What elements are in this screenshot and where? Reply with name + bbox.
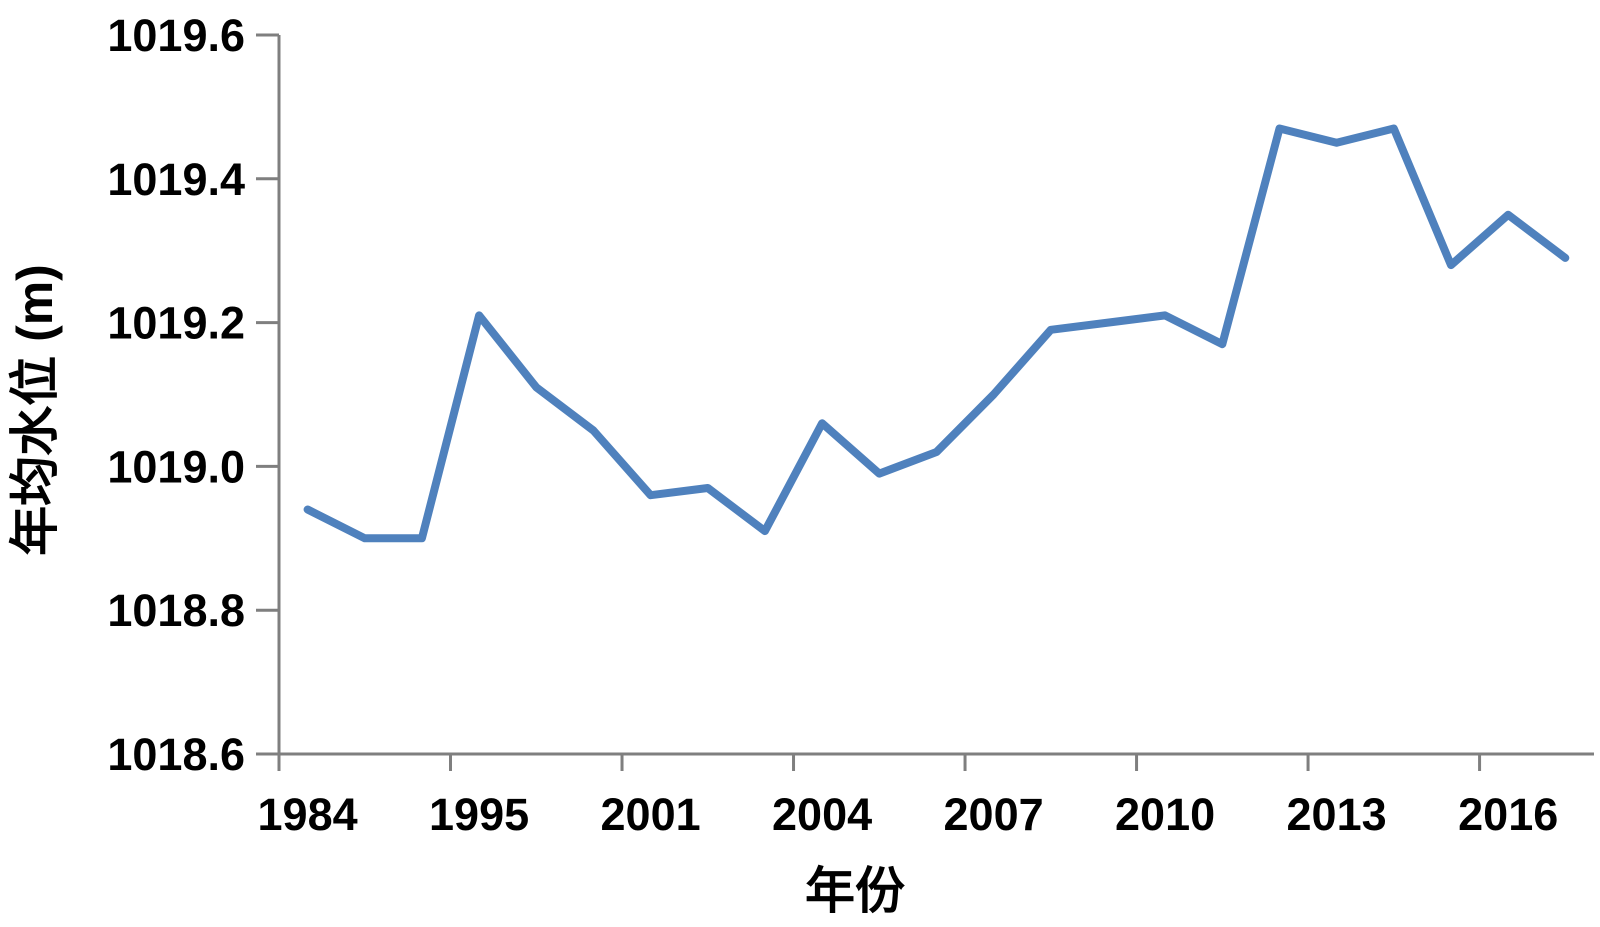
y-tick-label: 1018.6: [107, 729, 245, 780]
y-tick-label: 1019.4: [107, 154, 245, 205]
y-tick-label: 1018.8: [107, 585, 245, 636]
x-tick-label: 2007: [944, 789, 1044, 840]
x-tick-label: 1984: [258, 789, 358, 840]
data-line: [303, 124, 1570, 543]
x-tick-label: 2013: [1287, 789, 1387, 840]
y-tick-label: 1019.2: [107, 298, 245, 349]
x-tick-label: 2001: [601, 789, 701, 840]
x-tick-label: 2010: [1115, 789, 1215, 840]
x-tick-label: 1995: [429, 789, 529, 840]
plot-area: 1018.6 1018.8 1019.0 1019.2 1019.4 1019.6 1984…: [107, 10, 1594, 840]
y-tick-label: 1019.0: [107, 441, 245, 492]
y-tick-label: 1019.6: [107, 10, 245, 61]
y-axis-title: 年均水位 (m): [7, 264, 63, 556]
x-tick-label: 2004: [772, 789, 872, 840]
x-axis-title: 年份: [805, 863, 905, 919]
x-tick-label: 2016: [1458, 789, 1558, 840]
